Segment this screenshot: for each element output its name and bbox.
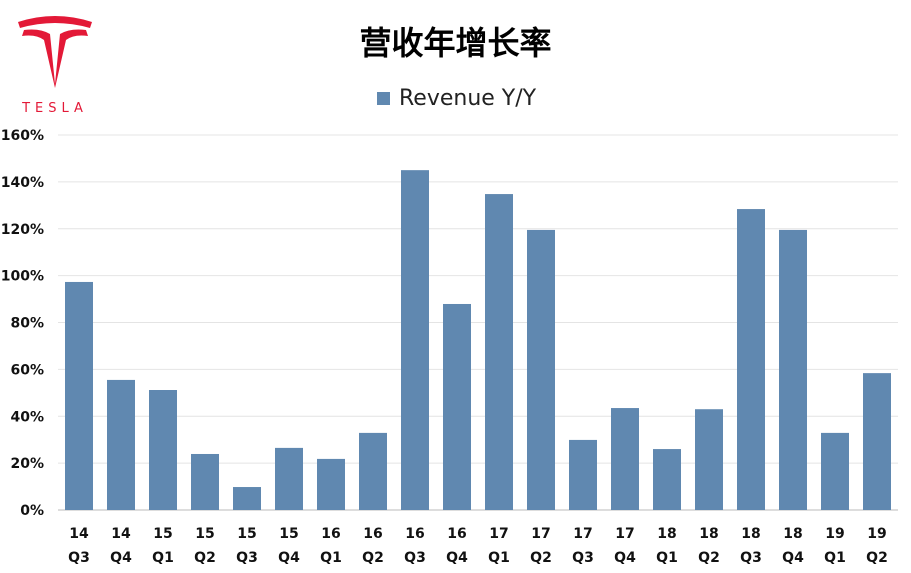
x-tick-label-quarter: Q1 <box>824 550 846 566</box>
x-tick-label-year: 19 <box>825 526 844 542</box>
x-tick-label-year: 18 <box>741 526 760 542</box>
x-tick-label-year: 15 <box>153 526 172 542</box>
bar <box>779 229 807 510</box>
legend-swatch <box>377 92 390 105</box>
bar <box>107 379 135 510</box>
x-tick-label-year: 17 <box>489 526 508 542</box>
y-tick-label: 20% <box>10 456 44 472</box>
x-tick-label-quarter: Q3 <box>236 550 258 566</box>
x-tick-label-year: 19 <box>867 526 886 542</box>
bar <box>359 432 387 510</box>
bar <box>821 432 849 510</box>
x-tick-label-quarter: Q3 <box>404 550 426 566</box>
bar <box>695 409 723 510</box>
y-tick-label: 100% <box>1 269 44 285</box>
x-tick-label-year: 18 <box>783 526 802 542</box>
x-tick-label-year: 18 <box>657 526 676 542</box>
x-tick-label-year: 16 <box>447 526 466 542</box>
x-tick-label-quarter: Q4 <box>782 550 804 566</box>
y-tick-label: 0% <box>20 503 44 519</box>
y-tick-label: 60% <box>10 362 44 378</box>
x-tick-label-year: 16 <box>405 526 424 542</box>
bar <box>275 447 303 510</box>
legend-label: Revenue Y/Y <box>399 86 537 111</box>
x-tick-label-quarter: Q4 <box>278 550 300 566</box>
bar <box>191 453 219 510</box>
x-tick-label-quarter: Q2 <box>530 550 552 566</box>
x-tick-label-year: 16 <box>363 526 382 542</box>
bar <box>443 303 471 510</box>
x-tick-label-year: 17 <box>531 526 550 542</box>
bar <box>317 458 345 510</box>
bar <box>653 449 681 510</box>
x-tick-label-quarter: Q2 <box>194 550 216 566</box>
bar <box>737 209 765 510</box>
bar <box>233 487 261 510</box>
x-tick-label-year: 15 <box>195 526 214 542</box>
y-tick-label: 160% <box>1 128 44 144</box>
x-tick-label-quarter: Q1 <box>656 550 678 566</box>
bar <box>485 194 513 510</box>
x-tick-label-quarter: Q1 <box>488 550 510 566</box>
x-tick-label-year: 17 <box>573 526 592 542</box>
y-tick-label: 80% <box>10 316 44 332</box>
x-tick-label-quarter: Q4 <box>614 550 636 566</box>
x-tick-label-quarter: Q1 <box>152 550 174 566</box>
legend: Revenue Y/Y <box>377 86 536 111</box>
chart-title: 营收年增长率 <box>359 24 552 62</box>
x-tick-label-quarter: Q2 <box>866 550 888 566</box>
x-tick-label-quarter: Q3 <box>572 550 594 566</box>
x-tick-label-year: 18 <box>699 526 718 542</box>
x-tick-label-year: 17 <box>615 526 634 542</box>
bar <box>401 170 429 510</box>
svg-text:TESLA: TESLA <box>21 101 88 116</box>
bar <box>65 281 93 510</box>
x-tick-label-year: 14 <box>111 526 131 542</box>
x-tick-label-quarter: Q3 <box>740 550 762 566</box>
x-tick-label-quarter: Q3 <box>68 550 90 566</box>
x-tick-label-quarter: Q2 <box>698 550 720 566</box>
bar <box>863 373 891 510</box>
bar <box>611 408 639 510</box>
x-tick-label-quarter: Q4 <box>110 550 132 566</box>
y-tick-label: 140% <box>1 175 44 191</box>
y-tick-label: 120% <box>1 222 44 238</box>
y-tick-label: 40% <box>10 409 44 425</box>
tesla-logo: TESLA <box>10 8 100 118</box>
x-tick-label-quarter: Q2 <box>362 550 384 566</box>
x-tick-label-year: 15 <box>237 526 256 542</box>
bar <box>569 439 597 510</box>
bar <box>149 390 177 510</box>
x-tick-label-year: 14 <box>69 526 89 542</box>
x-tick-label-quarter: Q1 <box>320 550 342 566</box>
x-tick-label-year: 15 <box>279 526 298 542</box>
bar <box>527 229 555 510</box>
x-tick-label-quarter: Q4 <box>446 550 468 566</box>
x-tick-label-year: 16 <box>321 526 340 542</box>
